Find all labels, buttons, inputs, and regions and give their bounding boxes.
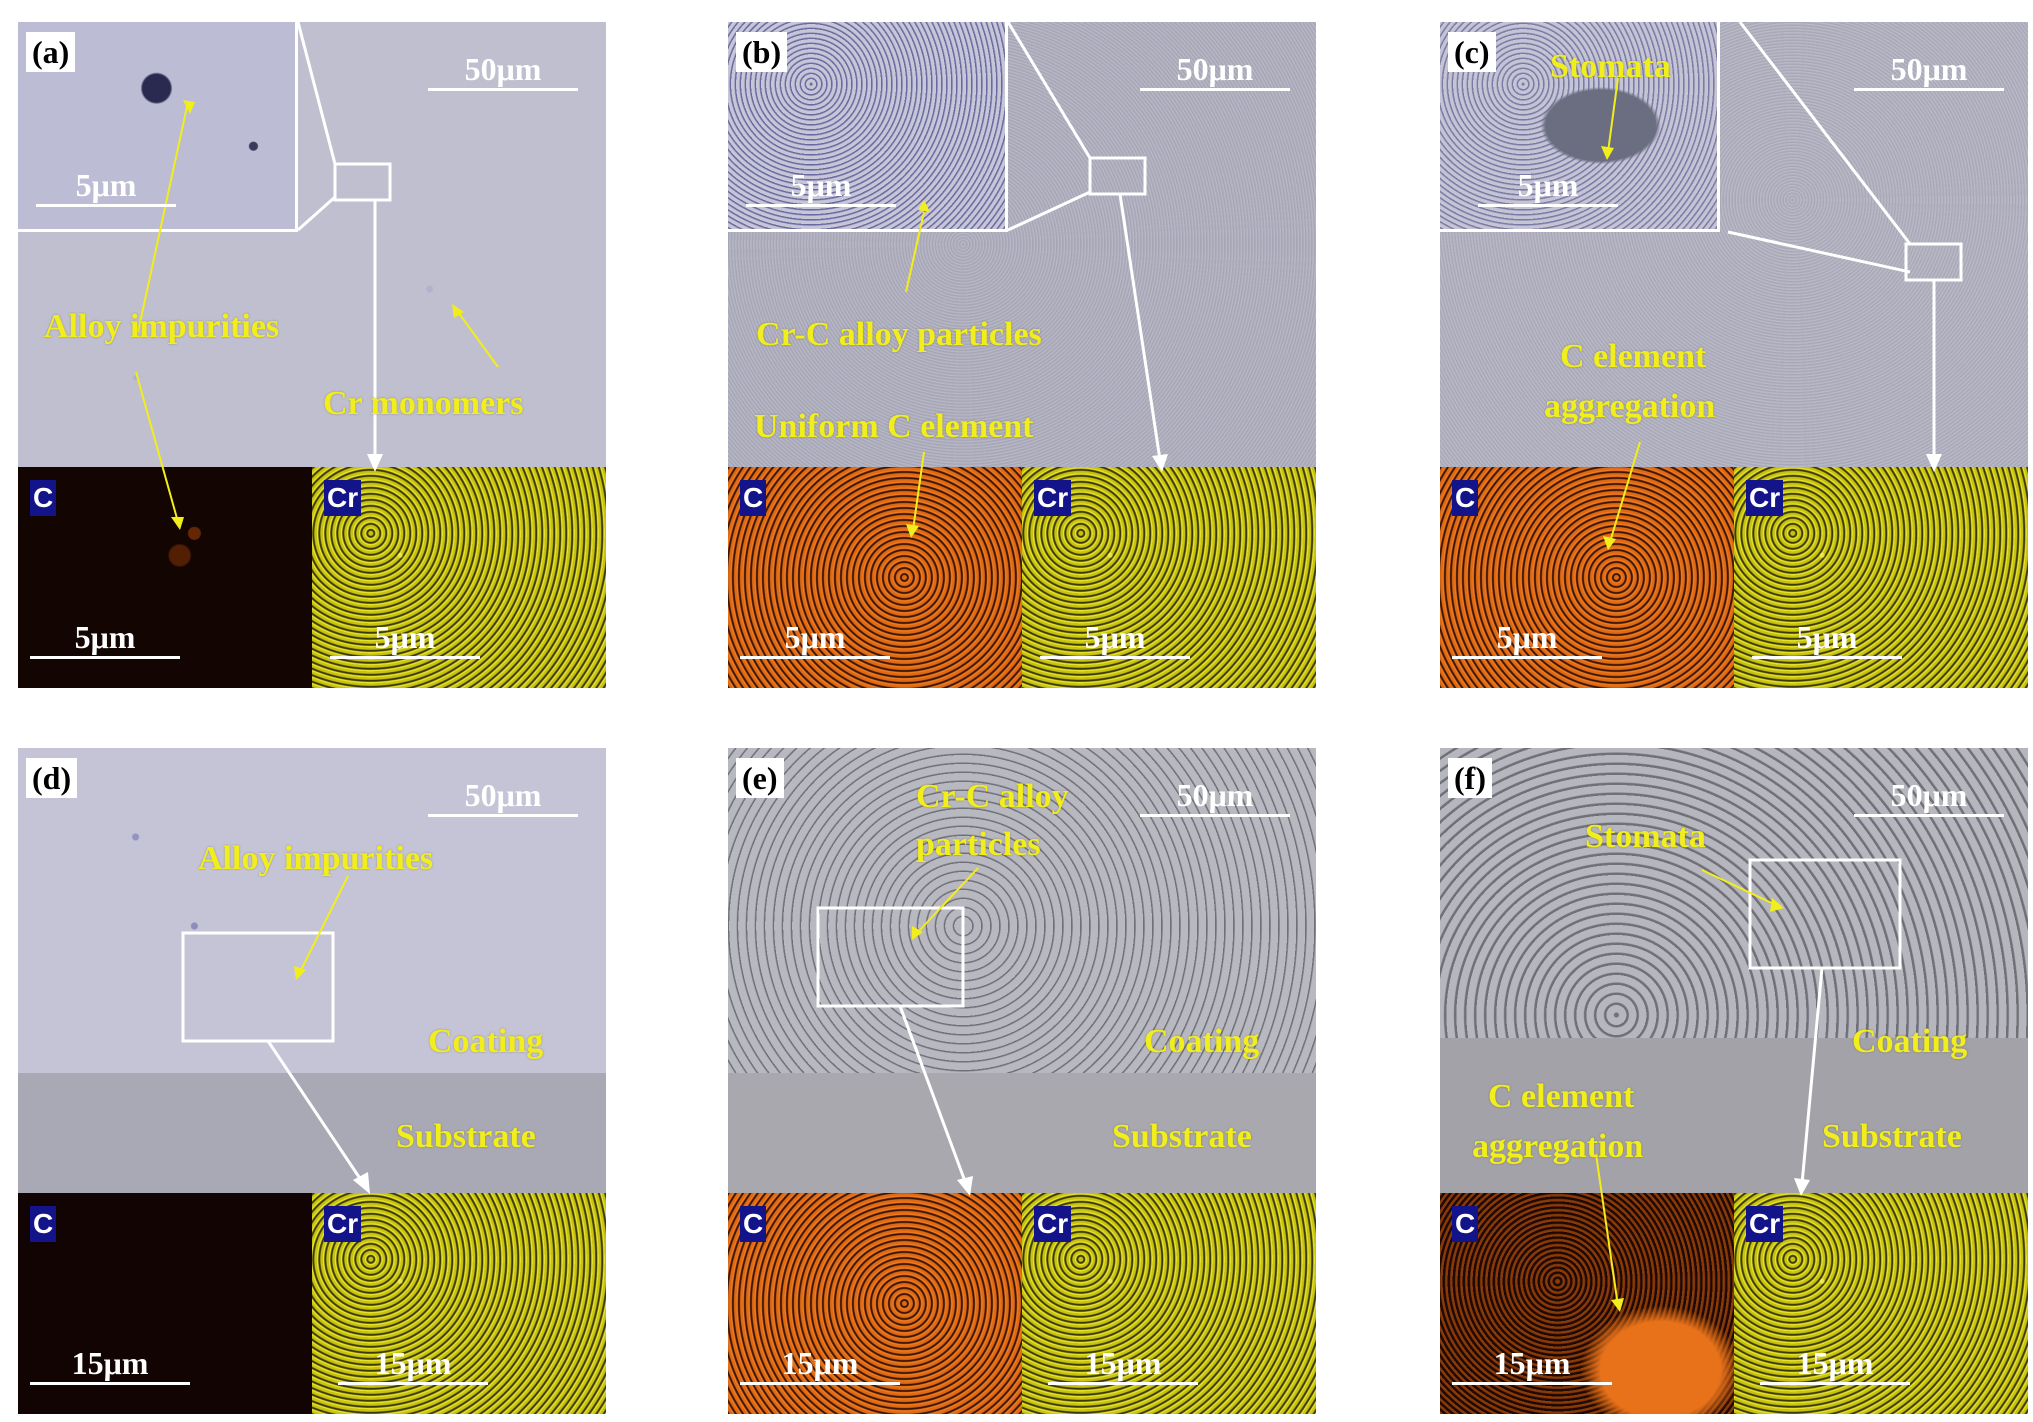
annotation-substrate: Substrate — [396, 1118, 536, 1155]
annotation-coating: Coating — [1852, 1023, 1968, 1060]
panel-label: (b) — [736, 32, 788, 72]
inset-c — [1440, 22, 1720, 232]
panel-c: (c) Stomata C element aggregation 50μm 5… — [1440, 22, 2028, 688]
c-map-c — [1440, 467, 1734, 688]
scale-bar-main: 50μm — [428, 52, 578, 91]
inset-b — [728, 22, 1008, 232]
scale-bar-c: 5μm — [740, 620, 890, 659]
element-badge-cr: Cr — [1034, 480, 1072, 516]
scale-bar-cr: 5μm — [1752, 620, 1902, 659]
element-badge-cr: Cr — [324, 1206, 362, 1242]
annotation-cr-c-alloy: Cr-C alloy — [916, 778, 1069, 815]
element-badge-c: C — [740, 480, 767, 516]
annotation-substrate: Substrate — [1822, 1118, 1962, 1155]
panel-label: (a) — [26, 32, 76, 72]
element-badge-cr: Cr — [1746, 1206, 1784, 1242]
panel-label: (f) — [1448, 758, 1492, 798]
scale-bar-main: 50μm — [1140, 778, 1290, 817]
annotation-coating: Coating — [428, 1023, 544, 1060]
element-badge-cr: Cr — [1034, 1206, 1072, 1242]
scale-bar-inset: 5μm — [36, 168, 176, 207]
scale-bar-inset: 5μm — [1478, 168, 1618, 207]
scale-bar-cr: 5μm — [1040, 620, 1190, 659]
scale-bar-main: 50μm — [1854, 778, 2004, 817]
scale-bar-inset: 5μm — [746, 168, 896, 207]
element-badge-c: C — [740, 1206, 767, 1242]
scale-bar-main: 50μm — [1140, 52, 1290, 91]
scale-bar-c: 5μm — [1452, 620, 1602, 659]
annotation-alloy-impurities: Alloy impurities — [44, 308, 280, 345]
c-map-b — [728, 467, 1022, 688]
scale-bar-cr: 15μm — [1760, 1346, 1910, 1385]
annotation-c-element: C element — [1560, 338, 1707, 375]
micrograph-f — [1440, 748, 2028, 1193]
annotation-uniform-c-element: Uniform C element — [754, 408, 1034, 445]
scale-bar-c: 5μm — [30, 620, 180, 659]
c-map-d — [18, 1193, 312, 1414]
annotation-stomata: Stomata — [1550, 48, 1671, 85]
annotation-coating: Coating — [1144, 1023, 1260, 1060]
scale-bar-cr: 15μm — [1048, 1346, 1198, 1385]
element-badge-cr: Cr — [324, 480, 362, 516]
scale-bar-main: 50μm — [428, 778, 578, 817]
annotation-c-element: C element — [1488, 1078, 1635, 1115]
annotation-substrate: Substrate — [1112, 1118, 1252, 1155]
c-map-e — [728, 1193, 1022, 1414]
scale-bar-cr: 5μm — [330, 620, 480, 659]
panel-d: (d) Alloy impurities Coating Substrate 5… — [18, 748, 606, 1414]
annotation-alloy-impurities: Alloy impurities — [198, 840, 434, 877]
panel-f: (f) Stomata Coating C element aggregatio… — [1440, 748, 2028, 1414]
element-badge-cr: Cr — [1746, 480, 1784, 516]
panel-b: (b) Cr-C alloy particles Uniform C eleme… — [728, 22, 1316, 688]
panel-label: (c) — [1448, 32, 1496, 72]
panel-label: (d) — [26, 758, 78, 798]
c-map-f — [1440, 1193, 1734, 1414]
scale-bar-c: 15μm — [30, 1346, 190, 1385]
annotation-aggregation: aggregation — [1472, 1128, 1644, 1165]
panel-label: (e) — [736, 758, 784, 798]
scale-bar-c: 15μm — [1452, 1346, 1612, 1385]
annotation-stomata: Stomata — [1585, 818, 1706, 855]
scale-bar-cr: 15μm — [338, 1346, 488, 1385]
element-badge-c: C — [30, 480, 57, 516]
cr-map-e — [1022, 1193, 1316, 1414]
scale-bar-main: 50μm — [1854, 52, 2004, 91]
annotation-aggregation: aggregation — [1544, 388, 1716, 425]
panel-a: (a) Alloy impurities Cr monomers 50μm 5μ… — [18, 22, 606, 688]
panel-e: (e) Cr-C alloy particles Coating Substra… — [728, 748, 1316, 1414]
scale-bar-c: 15μm — [740, 1346, 900, 1385]
element-badge-c: C — [1452, 1206, 1479, 1242]
annotation-cr-monomers: Cr monomers — [323, 385, 524, 422]
element-badge-c: C — [30, 1206, 57, 1242]
element-badge-c: C — [1452, 480, 1479, 516]
annotation-cr-c-alloy-particles: Cr-C alloy particles — [756, 316, 1042, 353]
annotation-particles: particles — [916, 826, 1041, 863]
